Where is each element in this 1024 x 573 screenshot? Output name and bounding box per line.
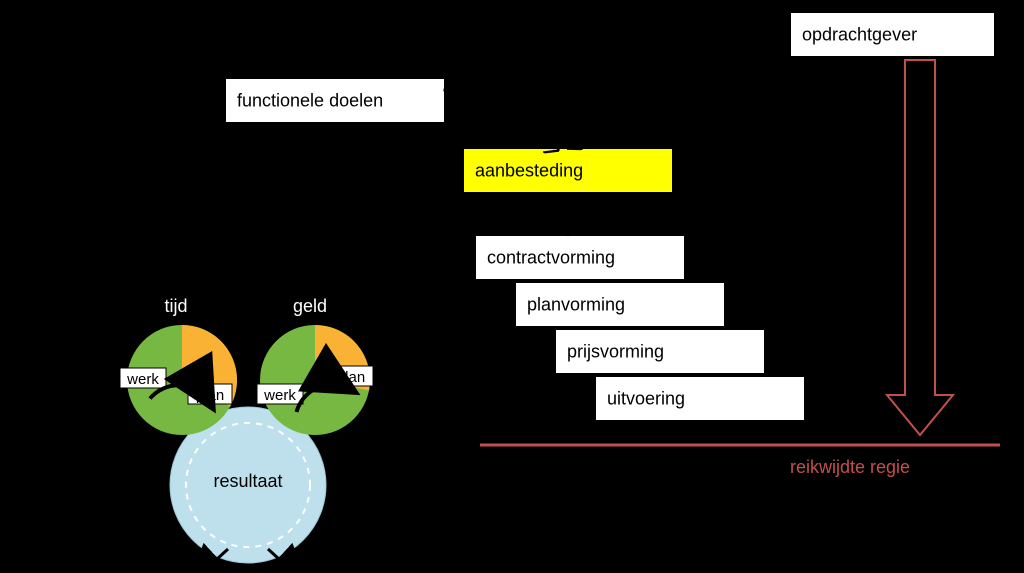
result-label: resultaat bbox=[213, 471, 282, 491]
box-contractvorming: contractvorming bbox=[475, 235, 685, 280]
box-label-opdrachtgever: opdrachtgever bbox=[802, 25, 917, 45]
box-aanbesteding: aanbesteding bbox=[463, 148, 673, 193]
box-functionele: functionele doelen bbox=[225, 78, 445, 123]
box-planvorming: planvorming bbox=[515, 282, 725, 327]
box-label-functionele: functionele doelen bbox=[237, 91, 383, 111]
box-prijsvorming: prijsvorming bbox=[555, 329, 765, 374]
box-label-uitvoering: uitvoering bbox=[607, 389, 685, 409]
geld-plan-text: plan bbox=[337, 369, 365, 386]
box-label-aanbesteding: aanbesteding bbox=[475, 161, 583, 181]
reach-label: reikwijdte regie bbox=[790, 457, 910, 477]
box-label-prijsvorming: prijsvorming bbox=[567, 342, 664, 362]
box-uitvoering: uitvoering bbox=[595, 376, 805, 421]
diagram-canvas: opdrachtgever functionele doelen aanbested… bbox=[0, 0, 1024, 573]
tijd-werk-text: werk bbox=[126, 371, 159, 388]
box-label-planvorming: planvorming bbox=[527, 295, 625, 315]
box-opdrachtgever: opdrachtgever bbox=[790, 12, 995, 57]
geld-werk-text: werk bbox=[263, 387, 296, 404]
pie-title-tijd: tijd bbox=[164, 296, 187, 316]
pie-title-geld: geld bbox=[293, 296, 327, 316]
box-label-contractvorming: contractvorming bbox=[487, 248, 615, 268]
